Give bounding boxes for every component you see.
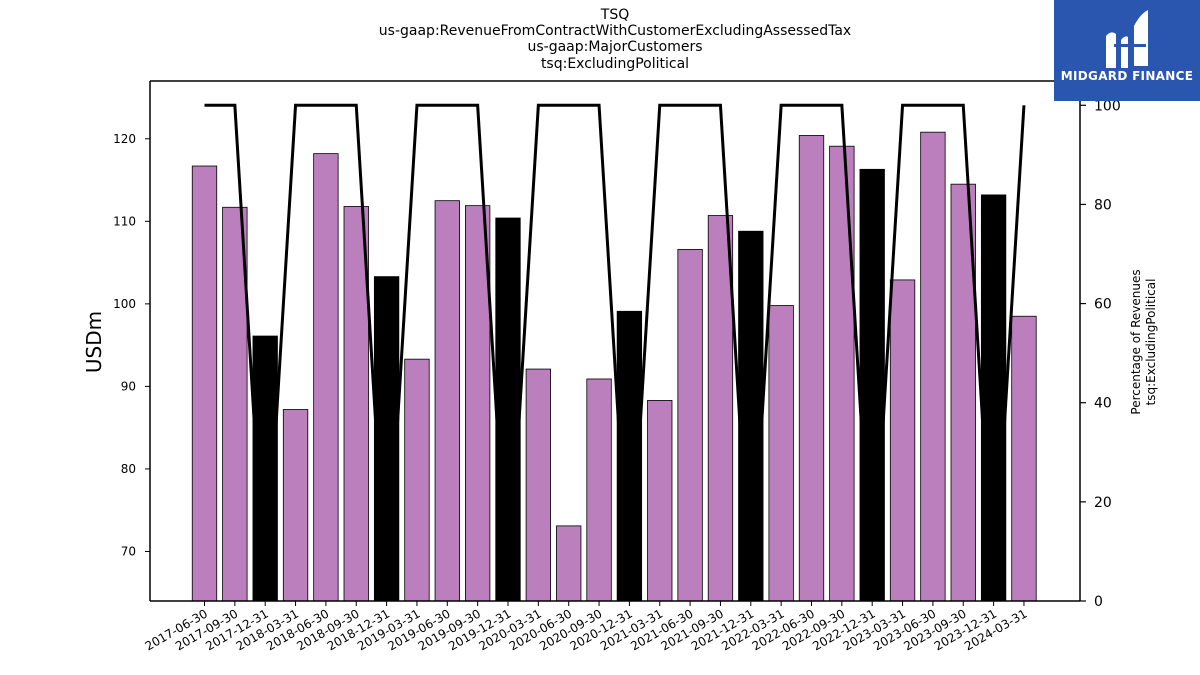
- y-tick-label: 110: [113, 214, 136, 228]
- bar: [222, 206, 248, 602]
- logo-mark-icon: [1106, 10, 1148, 68]
- bar: [647, 400, 673, 602]
- y-tick-label: 120: [113, 132, 136, 146]
- y-tick-label: 90: [121, 379, 136, 393]
- bar: [313, 153, 339, 602]
- y2-label-line-2: tsq:ExcludingPolitical: [1144, 278, 1158, 406]
- y2-label-line-1: Percentage of Revenues: [1129, 269, 1143, 415]
- bar: [404, 358, 430, 602]
- bar: [525, 368, 551, 602]
- bar: [586, 378, 612, 602]
- y2-tick-label: 80: [1094, 197, 1112, 213]
- bar: [889, 279, 916, 602]
- y-tick-label: 70: [121, 544, 136, 558]
- bar: [434, 200, 460, 602]
- bar: [677, 248, 703, 602]
- bar: [859, 168, 885, 602]
- y2-tick-label: 20: [1094, 495, 1112, 511]
- bar: [768, 305, 794, 602]
- chart-title-line-2: us-gaap:RevenueFromContractWithCustomerE…: [378, 23, 852, 39]
- bar: [980, 194, 1007, 602]
- bar: [1011, 315, 1037, 602]
- y2-tick-label: 60: [1094, 297, 1112, 313]
- chart-title-line-4: tsq:ExcludingPolitical: [540, 56, 690, 72]
- y-axis-label-right: Percentage of Revenues tsq:ExcludingPoli…: [1129, 269, 1159, 414]
- bar: [556, 525, 582, 602]
- y2-tick-label: 0: [1094, 594, 1103, 610]
- bar: [191, 165, 218, 602]
- bar: [829, 145, 855, 602]
- bar: [464, 205, 491, 602]
- y-axis-label-left: USDm: [82, 310, 106, 374]
- brand-logo: MIDGARD FINANCE: [1054, 0, 1200, 101]
- y-tick-label: 80: [121, 462, 136, 476]
- bar: [798, 135, 825, 602]
- bar: [920, 131, 946, 602]
- bar: [373, 276, 400, 602]
- bar: [343, 206, 369, 602]
- y2-tick-label: 40: [1094, 396, 1112, 412]
- bar: [707, 215, 734, 602]
- series-line: [204, 103, 1026, 602]
- bar: [738, 230, 764, 602]
- logo-text: MIDGARD FINANCE: [1060, 69, 1194, 83]
- chart-title-line-1: TSQ: [600, 7, 630, 23]
- chart-title-line-3: us-gaap:MajorCustomers: [527, 39, 703, 55]
- y2-tick-label: 100: [1094, 98, 1121, 114]
- y-tick-label: 100: [113, 297, 136, 311]
- bar: [495, 217, 521, 602]
- bar: [282, 409, 309, 602]
